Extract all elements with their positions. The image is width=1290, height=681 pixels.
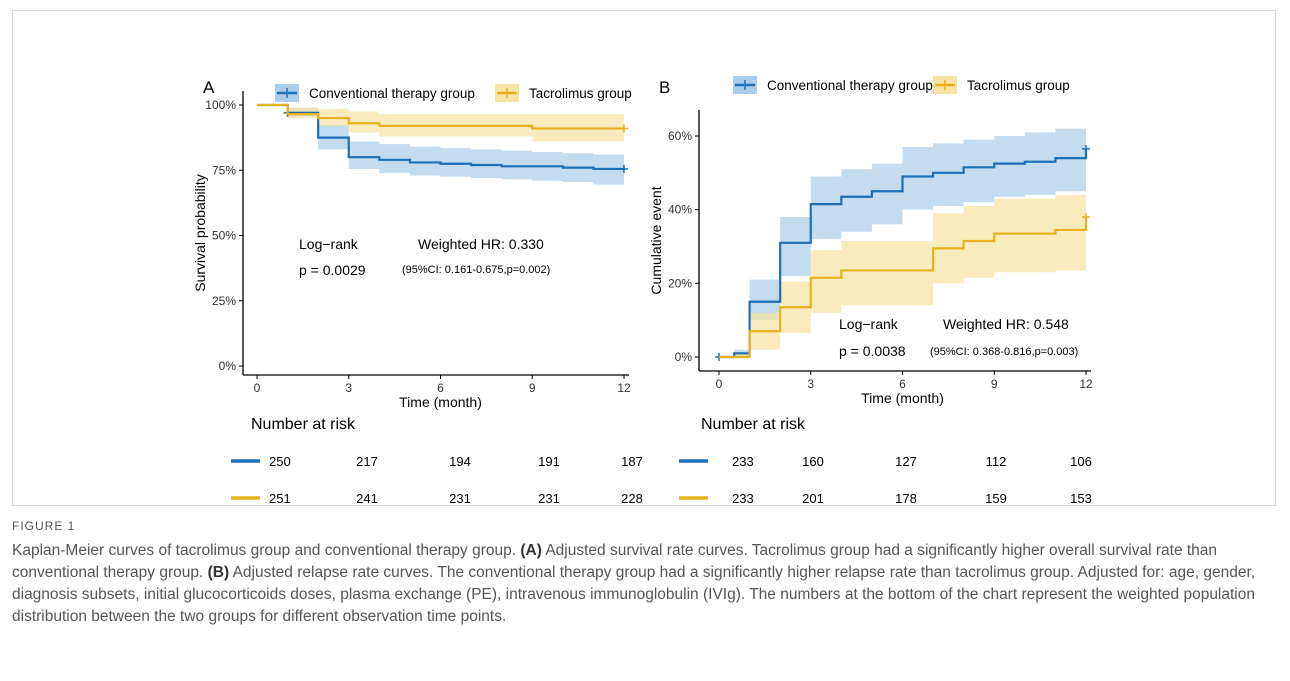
panel-a-x-tick-label: 9: [529, 381, 536, 395]
panel-a-risk-title: Number at risk: [251, 416, 356, 433]
panel-b-weighted-hr: Weighted HR: 0.548: [943, 316, 1069, 332]
panel-a-risk-value: 228: [621, 491, 643, 505]
kaplan-meier-figure: A Conventional therapy group Tacrolimus gr…: [192, 76, 1093, 506]
panel-b-risk-value: 106: [1070, 454, 1092, 469]
panel-a-y-tick-label: 0%: [219, 359, 237, 373]
panel-a-legend-label-1: Tacrolimus group: [529, 86, 632, 101]
panel-a-x-tick-label: 6: [437, 381, 444, 395]
panel-a-x-axis-label: Time (month): [399, 394, 482, 410]
panel-a-risk-value: 241: [356, 491, 378, 505]
caption-text: Adjusted relapse rate curves. The conven…: [12, 564, 1256, 625]
panel-a-risk-value: 231: [538, 491, 560, 505]
panel-a-ci-text: (95%CI: 0.161-0.675,p=0.002): [402, 264, 550, 276]
panel-a-x-tick-label: 12: [617, 381, 631, 395]
panel-a-weighted-hr: Weighted HR: 0.330: [418, 236, 544, 252]
caption-text: Kaplan-Meier curves of tacrolimus group …: [12, 542, 521, 559]
panel-a-curve-1: [257, 103, 624, 130]
panel-b-curve-0: [719, 148, 1088, 359]
panel-b-risk-value: 201: [802, 491, 824, 505]
panel-b-risk-value: 178: [895, 491, 917, 505]
panel-a-x-tick-label: 0: [254, 381, 261, 395]
panel-b-legend-label-1: Tacrolimus group: [967, 78, 1070, 93]
caption-text: Adjusted survival rate curves. Tacrolimu…: [12, 542, 1218, 581]
caption-panel-ref: (A): [520, 542, 542, 559]
panel-b-ci-band-0: [719, 128, 1086, 357]
panel-a-y-tick-label: 100%: [205, 98, 236, 112]
panel-b-logrank-label: Log−rank: [839, 316, 899, 332]
panel-b-x-tick-label: 6: [899, 377, 906, 391]
panel-a-y-tick-label: 25%: [212, 294, 236, 308]
panel-b-curve-1: [719, 217, 1088, 359]
panel-a-x-tick-label: 3: [345, 381, 352, 395]
panel-b-p-value: p = 0.0038: [839, 343, 906, 359]
panel-b-risk-value: 233: [732, 491, 754, 505]
panel-a-curve-0: [257, 103, 624, 171]
figure-frame: A Conventional therapy group Tacrolimus gr…: [12, 10, 1276, 506]
panel-a-y-tick-label: 50%: [212, 229, 236, 243]
panel-b-risk-value: 160: [802, 454, 824, 469]
panel-b-x-tick-label: 9: [991, 377, 998, 391]
panel-b-risk-value: 233: [732, 454, 754, 469]
panel-a-risk-value: 251: [269, 491, 291, 505]
panel-b-ci-text: (95%CI: 0.368-0.816,p=0.003): [930, 346, 1078, 358]
panel-a-risk-value: 231: [449, 491, 471, 505]
panel-b-y-tick-label: 40%: [668, 203, 692, 217]
panel-b-y-tick-label: 60%: [668, 129, 692, 143]
panel-b-x-tick-label: 3: [807, 377, 814, 391]
panel-b-risk-value: 153: [1070, 491, 1092, 505]
panel-b-x-tick-label: 0: [716, 377, 723, 391]
panel-b-y-axis-label: Cumulative event: [648, 186, 664, 294]
panel-a-legend-label-0: Conventional therapy group: [309, 86, 475, 101]
panel-a-risk-value: 191: [538, 454, 560, 469]
panel-a-risk-value: 217: [356, 454, 378, 469]
panel-b-x-axis-label: Time (month): [861, 390, 944, 406]
panel-a-ci-band-1: [257, 105, 624, 142]
panel-a-p-value: p = 0.0029: [299, 262, 366, 278]
panel-a-y-axis-label: Survival probability: [192, 174, 208, 292]
panel-b-y-tick-label: 0%: [675, 350, 693, 364]
panel-b-legend-label-0: Conventional therapy group: [767, 78, 933, 93]
panel-a-y-tick-label: 75%: [212, 163, 236, 177]
panel-a-risk-value: 194: [449, 454, 471, 469]
panel-b-risk-title: Number at risk: [701, 416, 806, 433]
panel-a-risk-value: 187: [621, 454, 643, 469]
panel-b-x-tick-label: 12: [1079, 377, 1093, 391]
panel-a-logrank-label: Log−rank: [299, 236, 359, 252]
caption-panel-ref: (B): [207, 564, 230, 581]
panel-a-risk-value: 250: [269, 454, 291, 469]
panel-b-risk-value: 112: [986, 454, 1007, 469]
figure-caption: Kaplan-Meier curves of tacrolimus group …: [12, 540, 1274, 628]
panel-b-y-tick-label: 20%: [668, 276, 692, 290]
panel-b-risk-value: 127: [895, 454, 917, 469]
panel-b-risk-value: 159: [985, 491, 1007, 505]
panel-a-label: A: [203, 78, 215, 97]
figure-label: FIGURE 1: [12, 519, 76, 533]
panel-b-label: B: [659, 78, 670, 97]
